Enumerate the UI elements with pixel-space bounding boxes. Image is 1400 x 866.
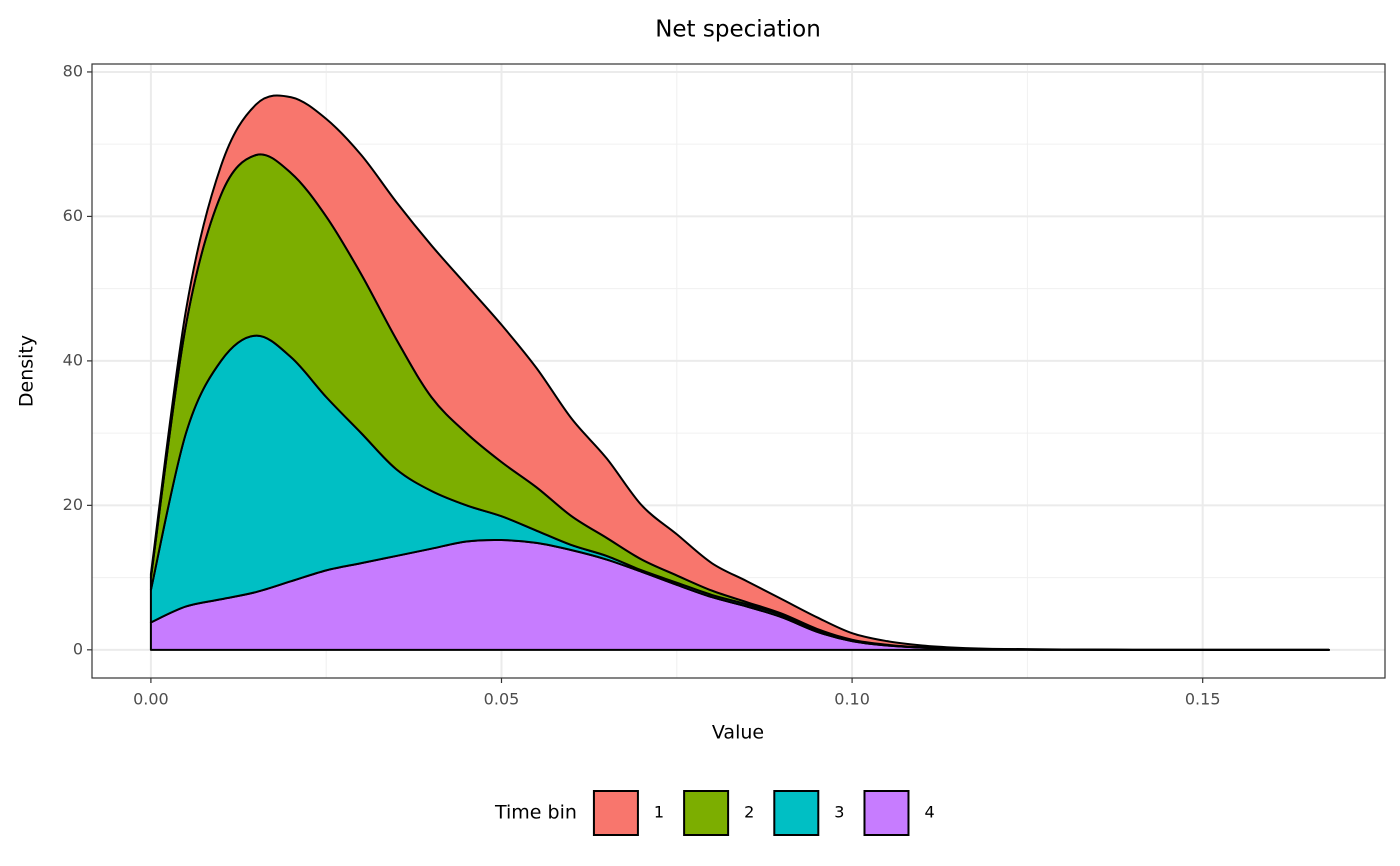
x-axis-title: Value (712, 722, 764, 744)
legend-label: 2 (744, 803, 754, 822)
y-tick-label: 20 (63, 495, 83, 514)
legend-title: Time bin (494, 802, 577, 824)
x-tick-label: 0.05 (484, 690, 520, 709)
y-tick-label: 60 (63, 206, 83, 225)
y-axis-title: Density (16, 335, 38, 407)
legend-label: 4 (924, 803, 934, 822)
panel-border (91, 63, 1386, 679)
legend-key (592, 790, 639, 836)
areas (149, 94, 1330, 651)
legend: Time bin 1 2 3 4 (494, 790, 935, 836)
x-tick-label: 0.10 (834, 690, 870, 709)
y-tick-label: 80 (63, 61, 83, 80)
legend-key (683, 790, 730, 836)
legend-key (773, 790, 820, 836)
chart-title: Net speciation (655, 17, 821, 43)
y-tick-label: 0 (73, 639, 83, 658)
legend-key (863, 790, 910, 836)
y-tick-label: 40 (63, 350, 83, 369)
axes: 0.00 0.05 0.10 0.15 0 20 40 60 80 (63, 61, 1221, 708)
x-tick-label: 0.00 (133, 690, 169, 709)
grid (92, 64, 1385, 678)
density-area (149, 94, 1330, 651)
legend-label: 1 (654, 803, 664, 822)
x-tick-label: 0.15 (1185, 690, 1221, 709)
legend-label: 3 (834, 803, 844, 822)
